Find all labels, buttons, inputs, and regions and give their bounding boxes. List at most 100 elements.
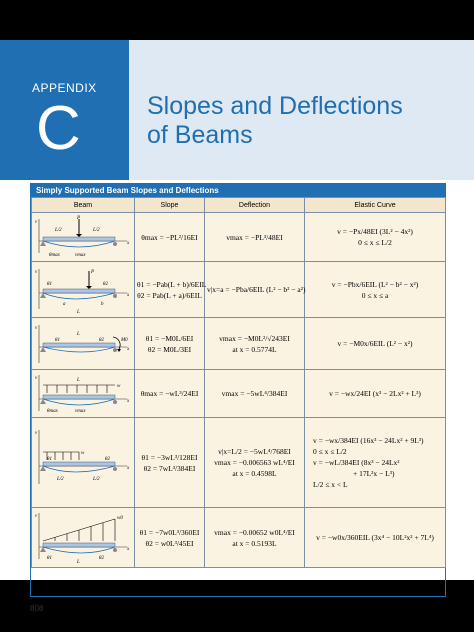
curve-formula: v = −Pbx/6EIL (L² − b² − x²)	[331, 279, 419, 289]
table-row: v P θ1 θ2 a b L x θ1 = −Pab(L + b)/6EIL …	[31, 261, 446, 318]
appendix-label: APPENDIX	[32, 81, 97, 95]
appendix-badge: APPENDIX C	[0, 40, 129, 180]
appendix-letter: C	[36, 94, 81, 163]
deflection-cell: v|x=L/2 = −5wL⁴/768EI vmax = −0.006563 w…	[204, 417, 305, 508]
beam-label: θ1	[55, 338, 60, 343]
elastic-curve-cell: v = −M0x/6EIL (L² − x²)	[304, 317, 446, 370]
beam-label: L/2	[56, 477, 64, 482]
curve-formula: v = −Px/48EI (3L² − 4x²)	[337, 227, 413, 236]
beam-label: θ2	[99, 556, 104, 561]
elastic-curve-cell: v = −wx/24EI (x³ − 2Lx² + L³)	[304, 369, 446, 418]
curve-formula: 0 ≤ x ≤ a	[361, 290, 389, 300]
beam-label: θmax	[49, 253, 61, 258]
page-title: Slopes and Deflections of Beams	[147, 92, 403, 150]
slope-formula: θ1 = −7w0L³/360EI	[139, 527, 200, 537]
curve-formula: L/2 ≤ x < L	[313, 480, 348, 489]
column-header-deflection: Deflection	[204, 197, 305, 213]
curve-formula: 0 ≤ x ≤ L/2	[358, 238, 392, 247]
beam-diagram: v w0 θ1 θ2 L x	[31, 507, 135, 568]
curve-formula: v = −M0x/6EIL (L² − x²)	[337, 339, 413, 348]
slope-cell: θmax = −wL³/24EI	[134, 369, 205, 418]
curve-formula: + 17L²x − L³)	[353, 469, 395, 478]
title-line-2: of Beams	[147, 121, 253, 149]
slope-cell: θmax = −PL²/16EI	[134, 212, 205, 262]
column-header-elastic-curve: Elastic Curve	[304, 197, 446, 213]
slope-formula: θ2 = Pab(L + a)/6EIL	[137, 290, 202, 300]
slope-formula: θ1 = −Pab(L + b)/6EIL	[137, 279, 207, 289]
slope-cell: θ1 = −3wL³/128EI θ2 = 7wL³/384EI	[134, 417, 205, 508]
deflection-cell: vmax = −5wL⁴/384EI	[204, 369, 305, 418]
curve-formula: v = −wx/24EI (x³ − 2Lx² + L³)	[329, 389, 421, 398]
deflection-formula: at x = 0.4598L	[232, 469, 277, 478]
beam-label: L	[76, 378, 80, 383]
beam-label: x	[126, 399, 130, 404]
deflection-formula: vmax = −0.00652 w0L⁴/EI	[214, 527, 295, 537]
table-row: v w0 θ1 θ2 L x θ1 = −7w0L³/360EI θ2 = w0…	[31, 507, 446, 568]
beam-label: L/2	[54, 228, 62, 233]
slope-formula: θ2 = w0L³/45EI	[145, 538, 194, 548]
title-line-1: Slopes and Deflections	[147, 92, 403, 120]
beam-label: vmax	[75, 409, 86, 414]
beam-label: v	[35, 326, 38, 331]
table-row: v L w θmax vmax x θmax = −wL³/24EI vmax …	[31, 369, 446, 418]
elastic-curve-cell: v = −w0x/360EIL (3x⁴ − 10L²x² + 7L⁴)	[304, 507, 446, 568]
curve-formula: v = −wx/384EI (16x³ − 24Lx² + 9L³)	[313, 436, 424, 445]
deflection-formula: v|x=L/2 = −5wL⁴/768EI	[218, 447, 291, 456]
beam-label: P	[76, 216, 80, 221]
beam-label: vmax	[75, 253, 86, 258]
textbook-page: APPENDIX C Slopes and Deflections of Bea…	[0, 40, 474, 613]
beam-label: θ2	[99, 338, 104, 343]
data-table: Beam Slope Deflection Elastic Curve	[31, 197, 446, 568]
deflection-formula: vmax = −5wL⁴/384EI	[221, 389, 288, 398]
slope-formula: θ1 = −3wL³/128EI	[141, 452, 198, 462]
beam-label: θ2	[105, 457, 110, 462]
beam-label: θmax	[47, 409, 59, 414]
page-number: 808	[30, 604, 44, 613]
beam-diagram: v P L/2 L/2 θmax vmax x	[31, 212, 135, 262]
table-row: v P L/2 L/2 θmax vmax x θmax = −PL²/16EI…	[31, 212, 446, 262]
beam-label: x	[126, 466, 130, 471]
beam-label: v	[35, 431, 38, 436]
slope-formula: θmax = −PL²/16EI	[141, 232, 198, 242]
table-row: v w θ1 θ2 L/2 L/2 x θ1 = −3wL³/128EI θ2 …	[31, 417, 446, 508]
beam-label: x	[126, 347, 130, 352]
slope-formula: θmax = −wL³/24EI	[140, 389, 199, 398]
deflection-formula: v|x=a = −Pba/6EIL (L² − b² − a²)	[207, 285, 306, 294]
beam-label: L	[76, 332, 80, 337]
beam-diagram: v P θ1 θ2 a b L x	[31, 261, 135, 318]
title-band: Slopes and Deflections of Beams	[129, 40, 474, 180]
slope-cell: θ1 = −7w0L³/360EI θ2 = w0L³/45EI	[134, 507, 205, 568]
table-title: Simply Supported Beam Slopes and Deflect…	[31, 184, 445, 197]
slope-cell: θ1 = −M0L/6EI θ2 = M0L/3EI	[134, 317, 205, 370]
slope-formula: θ2 = M0L/3EI	[147, 344, 192, 354]
deflection-formula: vmax = −PL³/48EI	[226, 232, 283, 242]
beam-label: v	[35, 270, 38, 275]
beam-label: a	[63, 302, 66, 307]
curve-formula: 0 ≤ x ≤ L/2	[313, 447, 347, 456]
beam-diagram: v w θ1 θ2 L/2 L/2 x	[31, 417, 135, 508]
beam-label: w0	[117, 516, 123, 521]
beam-diagram: v L θ1 θ2 M0 x	[31, 317, 135, 370]
beam-label: x	[126, 241, 130, 246]
deflection-cell: vmax = −0.00652 w0L⁴/EI at x = 0.5193L	[204, 507, 305, 568]
beam-label: P	[90, 270, 94, 275]
beam-label: x	[126, 547, 130, 552]
beam-label: L/2	[92, 228, 100, 233]
column-header-beam: Beam	[31, 197, 135, 213]
elastic-curve-cell: v = −Pbx/6EIL (L² − b² − x²) 0 ≤ x ≤ a	[304, 261, 446, 318]
beam-diagram: v L w θmax vmax x	[31, 369, 135, 418]
beam-label: x	[126, 293, 130, 298]
deflection-cell: v|x=a = −Pba/6EIL (L² − b² − a²)	[204, 261, 306, 318]
deflection-formula: at x = 0.5193L	[232, 538, 277, 548]
deflection-formula: vmax = −0.006563 wL⁴/EI	[214, 458, 295, 467]
slope-cell: θ1 = −Pab(L + b)/6EIL θ2 = Pab(L + a)/6E…	[134, 261, 207, 318]
deflection-formula: at x = 0.5774L	[232, 344, 277, 354]
beam-label: L/2	[92, 477, 100, 482]
beam-label: L	[76, 310, 80, 315]
column-header-slope: Slope	[134, 197, 205, 213]
beam-label: M0	[120, 338, 128, 343]
beam-label: L	[76, 560, 80, 565]
deflection-cell: vmax = −M0L²/√243EI at x = 0.5774L	[204, 317, 305, 370]
curve-formula: v = −wL/384EI (8x³ − 24Lx²	[313, 458, 400, 467]
beam-table: Simply Supported Beam Slopes and Deflect…	[30, 183, 446, 597]
